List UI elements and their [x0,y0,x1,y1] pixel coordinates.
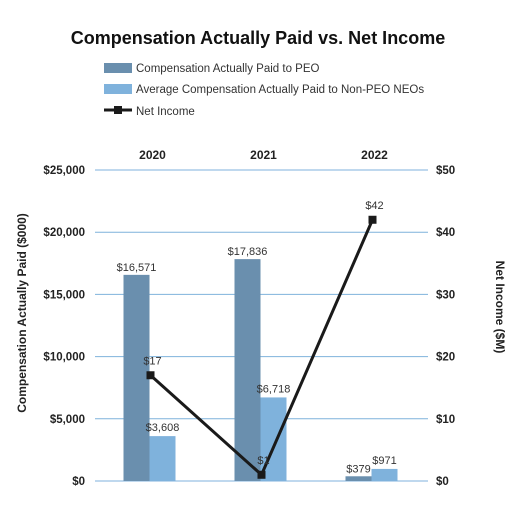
net-income-line [146,215,377,479]
y-tick-left-label: $20,000 [43,227,85,239]
chart-title: Compensation Actually Paid vs. Net Incom… [71,28,445,48]
x-categories: 2020 2021 2022 [139,148,388,162]
y-axis-right: $0 $10 $20 $30 $40 $50 [436,165,455,488]
y-tick-right-label: $20 [436,352,455,364]
legend-swatch-peo [104,63,132,73]
y-tick-left-label: $25,000 [43,165,85,177]
bars [123,259,398,481]
legend-label-peo: Compensation Actually Paid to PEO [136,63,320,75]
bar-peo [345,476,372,481]
y-tick-right-label: $0 [436,476,449,488]
data-label-non-peo-neo: $971 [372,455,396,467]
x-category-label: 2022 [361,148,388,162]
bar-peo [123,274,150,481]
y-tick-left-label: $5,000 [50,414,85,426]
y-tick-left-label: $0 [72,476,85,488]
x-category-label: 2020 [139,148,166,162]
data-label-peo: $16,571 [117,262,157,274]
y-tick-right-label: $30 [436,289,455,301]
data-label-net-income: $42 [365,200,383,212]
bar-peo [234,259,261,481]
bar-non-peo-neo [371,468,398,481]
data-labels: $16,571 $3,608 $17,836 $6,718 $379$971 $17 $1 $… [117,200,397,476]
legend-label-net-income: Net Income [136,106,195,118]
y-tick-right-label: $10 [436,414,455,426]
y-tick-right-label: $40 [436,227,455,239]
y-axis-left: $0 $5,000 $10,000 $15,000 $20,000 $25,000 [43,165,85,488]
data-label-peo: $379 [346,463,370,475]
bar-non-peo-neo [149,436,176,481]
data-label-non-peo-neo: $6,718 [257,383,291,395]
data-label-non-peo-neo: $3,608 [146,422,180,434]
data-label-peo: $17,836 [228,246,268,258]
y-axis-left-title: Compensation Actually Paid ($000) [15,213,29,413]
y-tick-left-label: $10,000 [43,352,85,364]
legend: Compensation Actually Paid to PEO Averag… [104,63,424,118]
legend-swatch-neo [104,84,132,94]
net-income-marker [368,215,377,224]
net-income-marker [146,371,155,380]
data-label-net-income: $17 [143,355,161,367]
net-income-marker [257,470,266,479]
legend-label-neo: Average Compensation Actually Paid to No… [136,84,424,96]
y-axis-right-title: Net Income ($M) [493,261,507,354]
x-category-label: 2021 [250,148,277,162]
y-tick-right-label: $50 [436,165,455,177]
y-tick-left-label: $15,000 [43,289,85,301]
data-label-net-income: $1 [257,455,269,467]
legend-marker-net-income [114,106,122,114]
